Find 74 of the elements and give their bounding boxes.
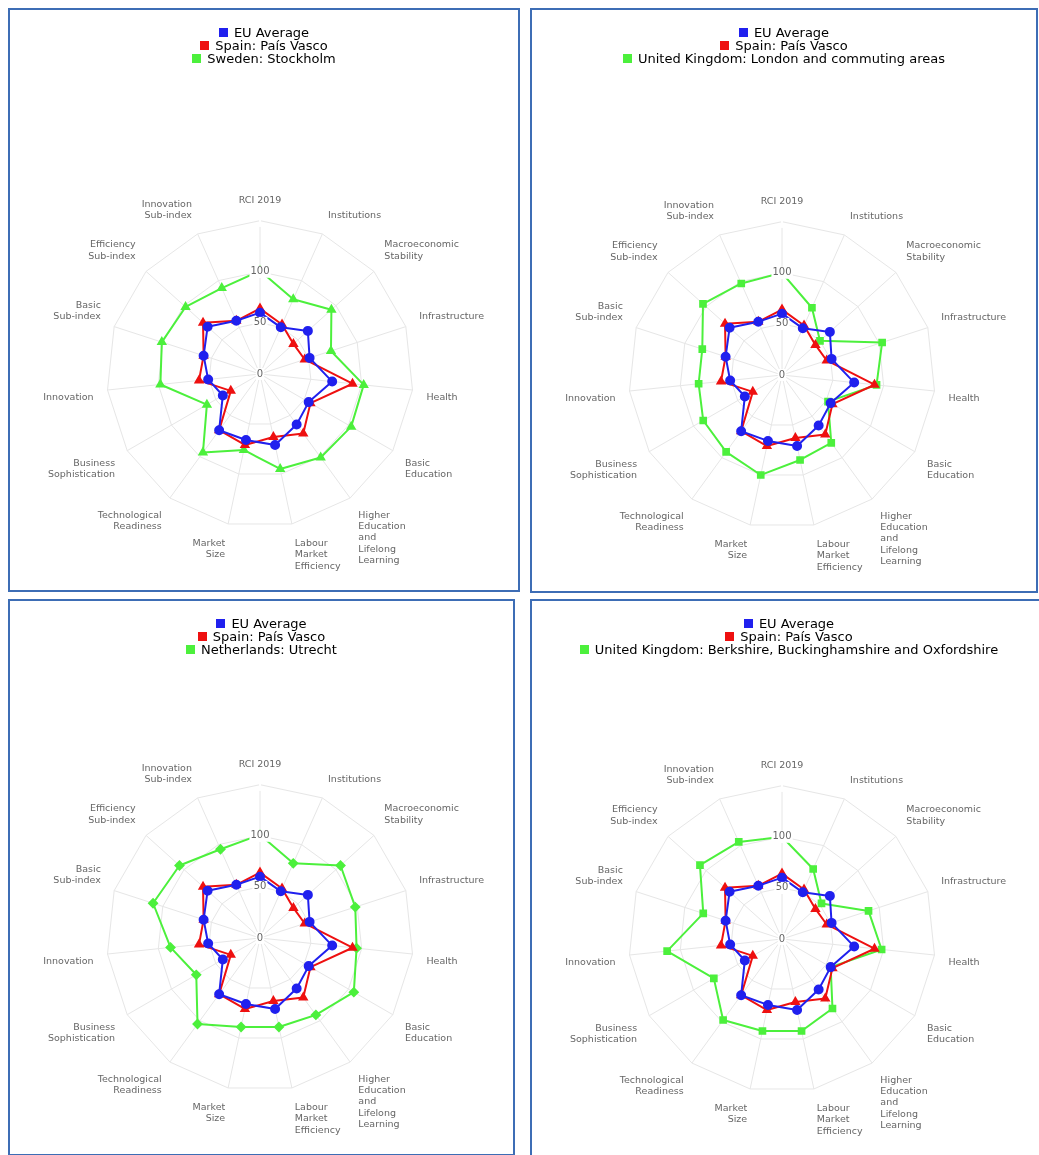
y-tick-label: 0 [256,931,264,943]
spoke-label: Innovation [565,391,616,403]
spoke-label: Efficiency Sub-index [88,802,137,825]
spoke-label: Business Sophistication [48,456,116,480]
spoke-label: Infrastructure [941,875,1007,887]
spoke-label: Higher Education and Lifelong Learning [358,508,406,566]
legend-label: EU Average [753,25,830,40]
y-tick-label: 100 [250,829,270,841]
spoke-label: Macroeconomic Stability [906,803,981,826]
spoke-label: Basic Sub-index [575,863,624,887]
spoke-label: Institutions [328,208,382,220]
y-tick-label: 50 [253,316,267,328]
spoke-label: Health [948,391,980,403]
spoke-label: Basic Sub-index [53,298,102,322]
spoke-label: Market Size [714,1101,748,1125]
y-tick-label: 0 [778,932,786,944]
spoke-label: Higher Education and Lifelong Learning [880,1073,928,1131]
spoke-label: Market Size [192,536,226,560]
spoke-label: Business Sophistication [570,1021,638,1045]
spoke-label: Infrastructure [941,311,1007,323]
spoke-label: Efficiency Sub-index [610,803,659,826]
spoke-label: Technological Readiness [96,508,162,531]
spoke-label: Innovation [43,390,94,402]
spoke-label: Infrastructure [419,310,485,322]
spoke-label: RCI 2019 [760,195,804,207]
spoke-label: Innovation Sub-index [663,762,715,785]
spoke-label: Innovation [43,954,94,966]
spoke-label: Health [426,954,458,966]
y-tick-label: 50 [775,881,789,893]
legend-label: EU Average [233,25,310,40]
spoke-label: RCI 2019 [238,758,282,770]
spoke-label: Efficiency Sub-index [610,239,659,262]
spoke-label: Higher Education and Lifelong Learning [880,509,928,567]
spoke-label: Technological Readiness [96,1072,162,1095]
spoke-label: Institutions [328,772,382,784]
spoke-label: Higher Education and Lifelong Learning [358,1072,406,1130]
spoke-label: Basic Education [926,457,975,481]
spoke-label: Infrastructure [419,874,485,886]
spoke-label: Basic Education [926,1021,975,1045]
y-tick-label: 50 [253,880,267,892]
spoke-label: Market Size [714,537,748,561]
spoke-label: Innovation Sub-index [141,197,193,220]
legend-label: EU Average [231,616,307,631]
spoke-label: Macroeconomic Stability [384,238,459,261]
spoke-label: Basic Sub-index [53,862,102,886]
spoke-label: Institutions [850,209,904,221]
spoke-label: Macroeconomic Stability [906,239,981,262]
spoke-label: Labour Market Efficiency [816,537,863,572]
spoke-label: RCI 2019 [760,759,804,771]
spoke-label: Innovation [565,955,616,967]
spoke-label: Technological Readiness [618,509,684,532]
spoke-label: Business Sophistication [570,457,638,481]
spoke-label: Macroeconomic Stability [384,802,459,825]
spoke-label: Health [948,955,980,967]
spoke-label: Labour Market Efficiency [816,1101,863,1136]
spoke-label: RCI 2019 [238,194,282,206]
spoke-label: Basic Education [404,1020,453,1044]
spoke-label: Market Size [192,1100,226,1124]
spoke-label: Technological Readiness [618,1073,684,1096]
spoke-label: Labour Market Efficiency [294,1100,341,1135]
y-tick-label: 0 [256,367,264,379]
y-tick-label: 50 [775,317,789,329]
spoke-label: Business Sophistication [48,1020,116,1044]
spoke-label: Labour Market Efficiency [294,536,341,571]
spoke-label: Innovation Sub-index [141,761,193,784]
spoke-label: Basic Sub-index [575,299,624,323]
legend-label: EU Average [758,616,835,631]
y-tick-label: 0 [778,368,786,380]
spoke-label: Basic Education [404,456,453,480]
y-tick-label: 100 [250,265,270,277]
spoke-label: Institutions [850,773,904,785]
spoke-label: Innovation Sub-index [663,198,715,221]
spoke-label: Health [426,390,458,402]
spoke-label: Efficiency Sub-index [88,238,137,261]
